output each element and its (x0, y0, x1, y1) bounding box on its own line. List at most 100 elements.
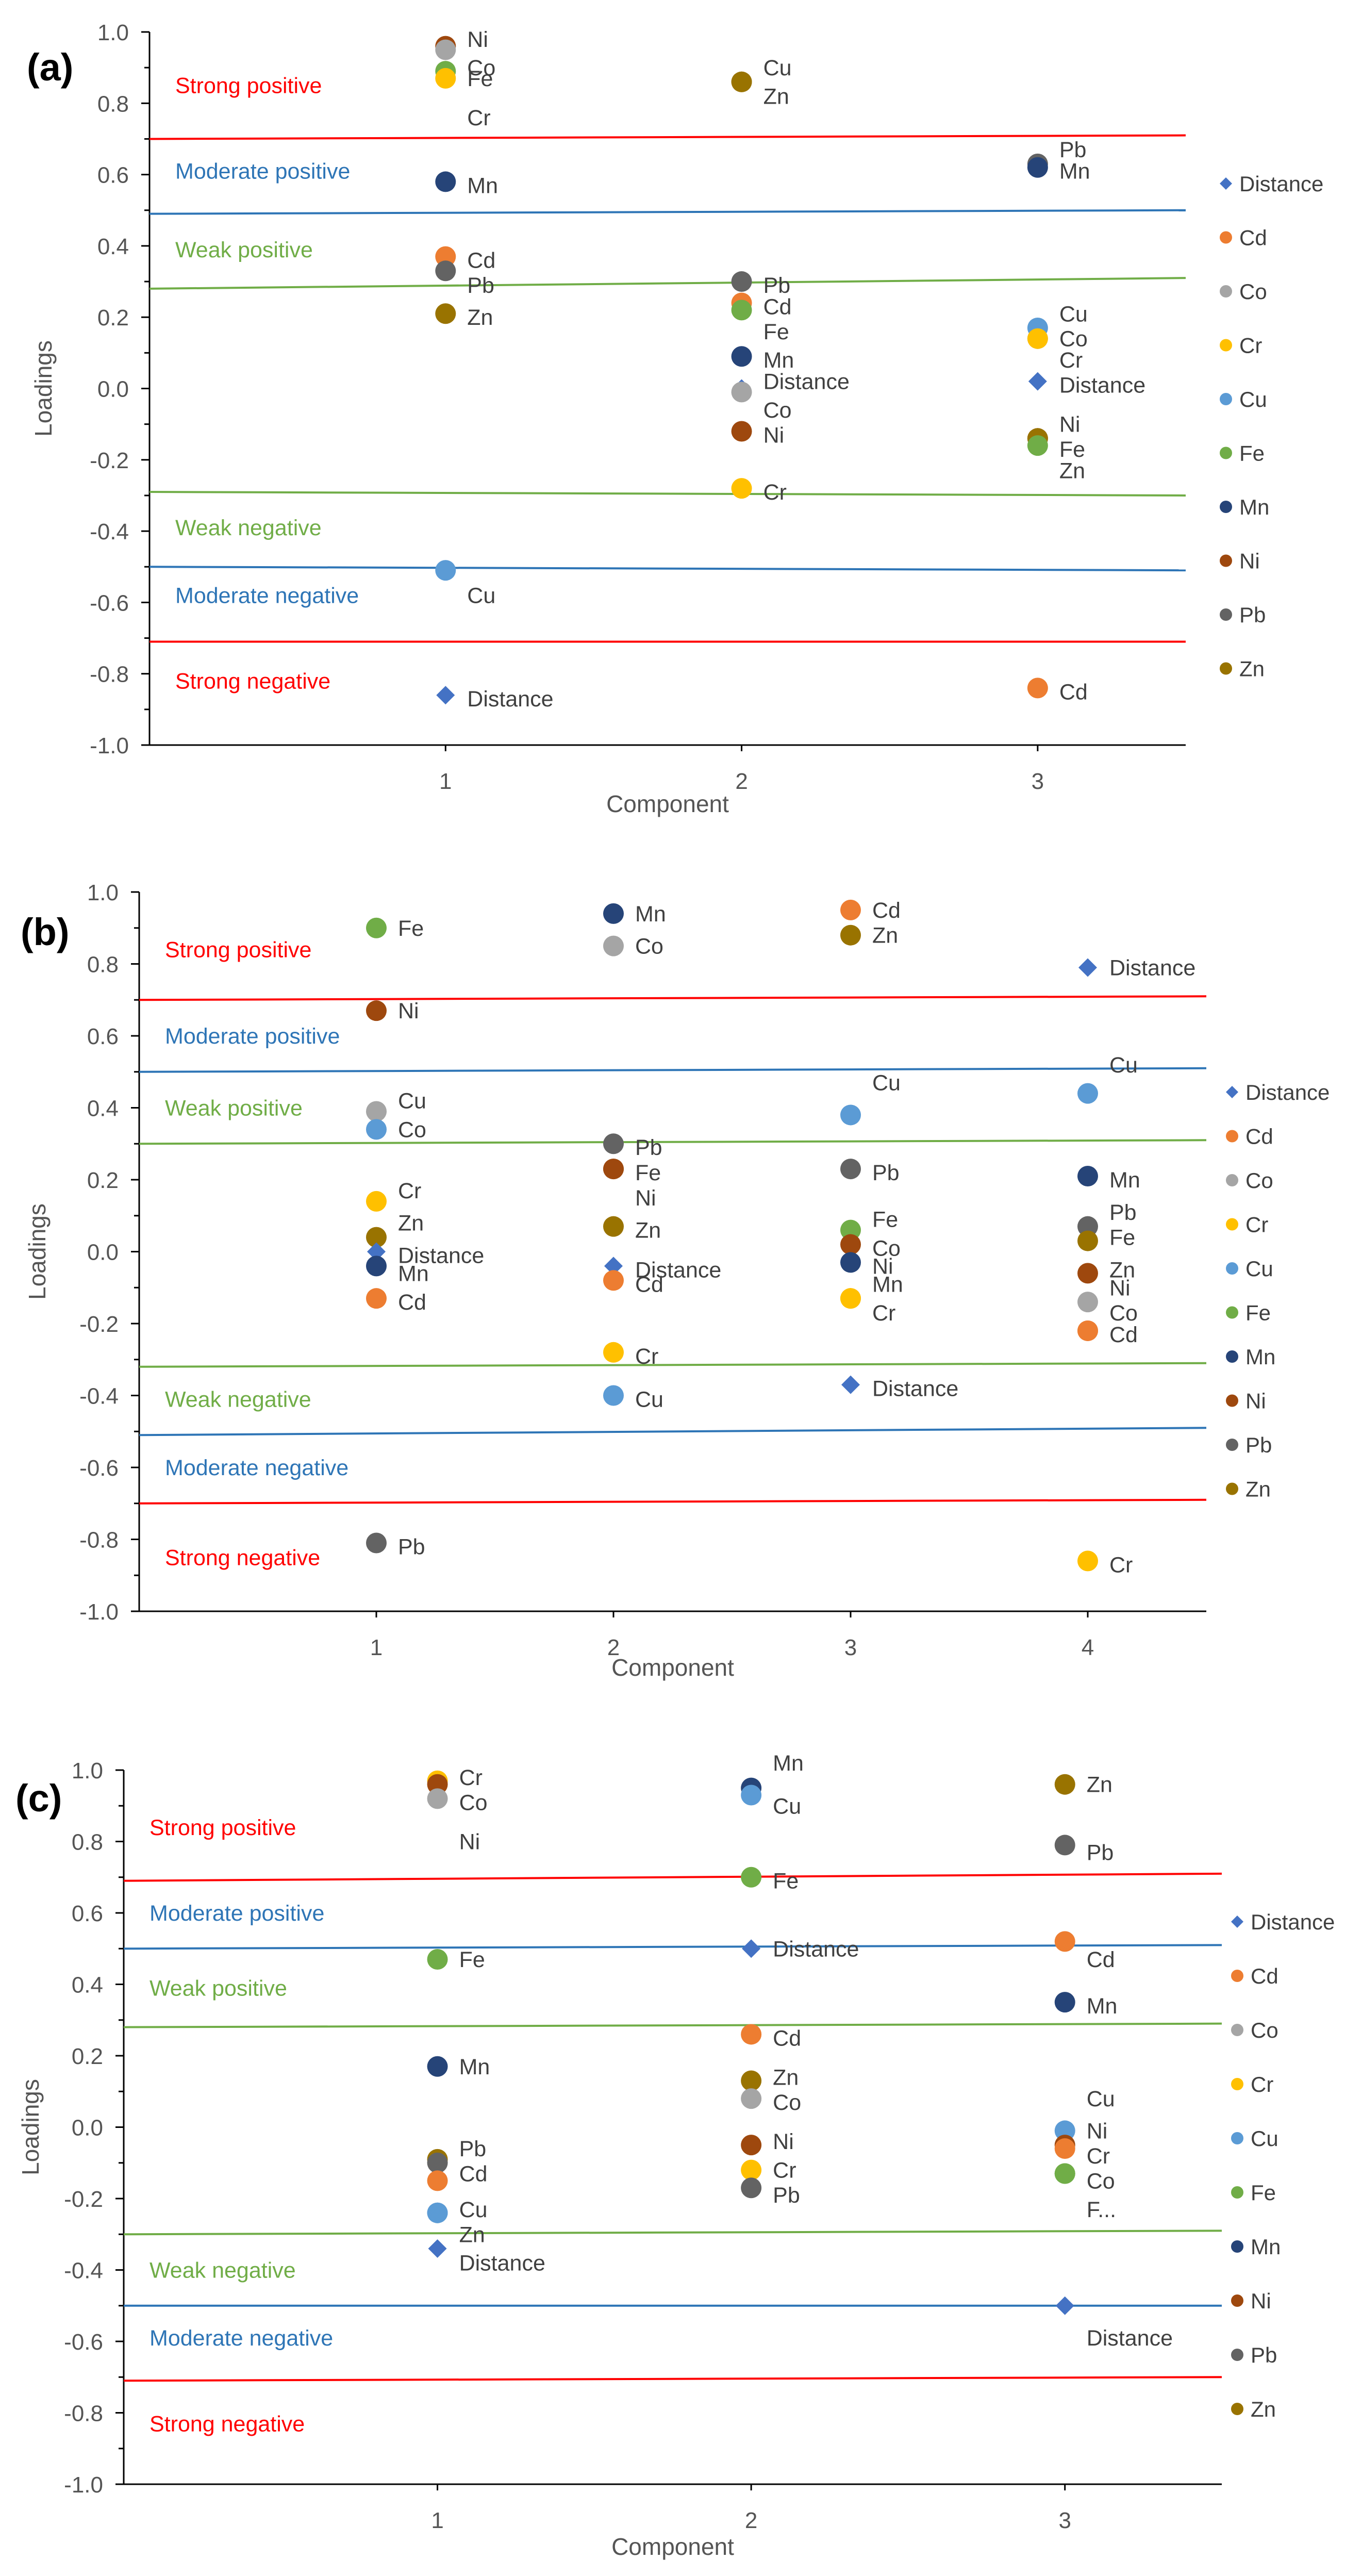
data-label: Cd (398, 1290, 426, 1315)
data-label: Cu (1109, 1053, 1138, 1078)
y-tick-label: -0.4 (64, 2258, 103, 2284)
data-point-pb (731, 271, 752, 292)
legend-label: Mn (1239, 495, 1269, 519)
data-label: Cr (1109, 1553, 1133, 1577)
data-label: Co (872, 1236, 901, 1261)
data-point-distance (841, 1375, 860, 1394)
legend-marker (1231, 2240, 1243, 2253)
data-point-distance (1028, 372, 1047, 391)
legend-label: Fe (1251, 2181, 1276, 2205)
data-label: Co (1109, 1301, 1138, 1326)
data-point-cr (840, 1288, 861, 1309)
legend-label: Cd (1239, 226, 1267, 250)
x-tick-label: 1 (439, 769, 452, 794)
data-point-distance (742, 1939, 761, 1958)
x-axis-title: Component (611, 2533, 734, 2560)
data-point-co (427, 1788, 448, 1809)
y-tick-label: -0.8 (79, 1528, 119, 1553)
threshold-line-weak (139, 1362, 1207, 1368)
y-tick-label: -0.4 (90, 519, 129, 544)
data-point-cd (1054, 1931, 1075, 1952)
band-label: Moderate positive (165, 1024, 340, 1049)
legend-marker (1226, 1218, 1238, 1231)
legend-label: Co (1251, 2018, 1278, 2042)
data-point-distance (367, 1242, 386, 1261)
data-point-fe (427, 1949, 448, 1970)
chart-panel-c: (c) 1.0 0.8 0.6 0.4 0.2 0.0 -0.2 -0.4 -0.6 -0.8 -1… (0, 1732, 1362, 2576)
data-point-cu (741, 1785, 762, 1806)
data-label: Ni (773, 2129, 794, 2154)
data-point-fe (741, 1867, 762, 1888)
data-label: Fe (773, 1869, 799, 1894)
legend-marker (1226, 1482, 1238, 1495)
band-label: Moderate negative (165, 1456, 348, 1480)
data-label: Cr (635, 1344, 658, 1369)
data-point-pb (840, 1159, 861, 1180)
data-point-cu (840, 1104, 861, 1126)
legend-marker (1231, 2078, 1243, 2090)
data-label: Zn (459, 2222, 485, 2247)
data-point-co (603, 935, 624, 956)
data-label: Co (763, 398, 792, 423)
threshold-line-moderate (139, 1067, 1207, 1073)
x-axis-title: Component (606, 790, 729, 817)
data-label: Mn (773, 1751, 804, 1776)
chart-canvas: 1.0 0.8 0.6 0.4 0.2 0.0 -0.2 -0.4 -0.6 -0.8 -1.0 1 2… (30, 20, 1323, 817)
legend-marker (1231, 1916, 1243, 1928)
panel-label: (a) (27, 46, 74, 89)
legend-label: Fe (1245, 1301, 1271, 1325)
legend-label: Ni (1245, 1389, 1266, 1413)
legend-label: Mn (1245, 1345, 1275, 1369)
data-point-cr (731, 478, 752, 499)
data-label: Zn (773, 2066, 799, 2090)
threshold-line-strong (139, 1498, 1207, 1505)
data-label: Ni (1059, 412, 1081, 437)
data-point-cr (741, 2159, 762, 2181)
data-label: Cr (773, 2158, 796, 2183)
data-label: Pb (459, 2137, 487, 2161)
data-label: Co (1087, 2169, 1115, 2193)
data-point-fe (1054, 2163, 1075, 2184)
legend-label: Zn (1245, 1477, 1271, 1501)
data-label: Co (635, 934, 663, 959)
data-point-zn (741, 2070, 762, 2091)
data-label: Mn (1087, 1994, 1118, 2019)
data-point-cd (840, 899, 861, 920)
data-point-distance (1078, 958, 1097, 977)
data-label: Mn (1109, 1168, 1140, 1193)
y-tick-label: 0.6 (87, 1024, 119, 1049)
data-point-zn (1077, 1230, 1098, 1251)
data-label: Cu (459, 2198, 488, 2222)
legend-label: Cr (1239, 334, 1262, 358)
legend-marker (1220, 662, 1232, 675)
y-tick-label: 0.0 (97, 377, 129, 402)
y-tick-label: -0.2 (64, 2187, 103, 2212)
data-label: Zn (467, 305, 493, 330)
band-label: Weak positive (150, 1976, 287, 2001)
data-point-cu (1077, 1083, 1098, 1104)
y-tick-label: -0.2 (90, 448, 129, 473)
threshold-line-strong (139, 995, 1207, 1001)
threshold-line-weak (149, 277, 1186, 290)
data-point-co (731, 382, 752, 403)
data-point-cr (1027, 328, 1048, 349)
data-label: Mn (459, 2055, 490, 2079)
data-label: Pb (872, 1161, 900, 1185)
data-point-zn (603, 1216, 624, 1237)
data-label: F... (1087, 2198, 1116, 2222)
y-tick-label: 0.8 (87, 952, 119, 978)
data-label: Pb (763, 273, 791, 298)
data-label: Ni (763, 423, 785, 448)
data-label: Cr (1087, 2144, 1110, 2169)
data-label: Ni (635, 1186, 656, 1211)
band-label: Strong negative (150, 2412, 305, 2436)
y-tick-label: 0.6 (72, 1901, 103, 1926)
legend-marker (1220, 231, 1232, 244)
data-point-mn (1054, 1992, 1075, 2013)
legend-label: Cu (1239, 387, 1267, 411)
x-tick-label: 1 (431, 2508, 443, 2533)
legend-marker (1226, 1306, 1238, 1319)
data-label: Cd (763, 294, 792, 319)
data-point-mn (427, 2056, 448, 2077)
data-point-cu (427, 2202, 448, 2223)
